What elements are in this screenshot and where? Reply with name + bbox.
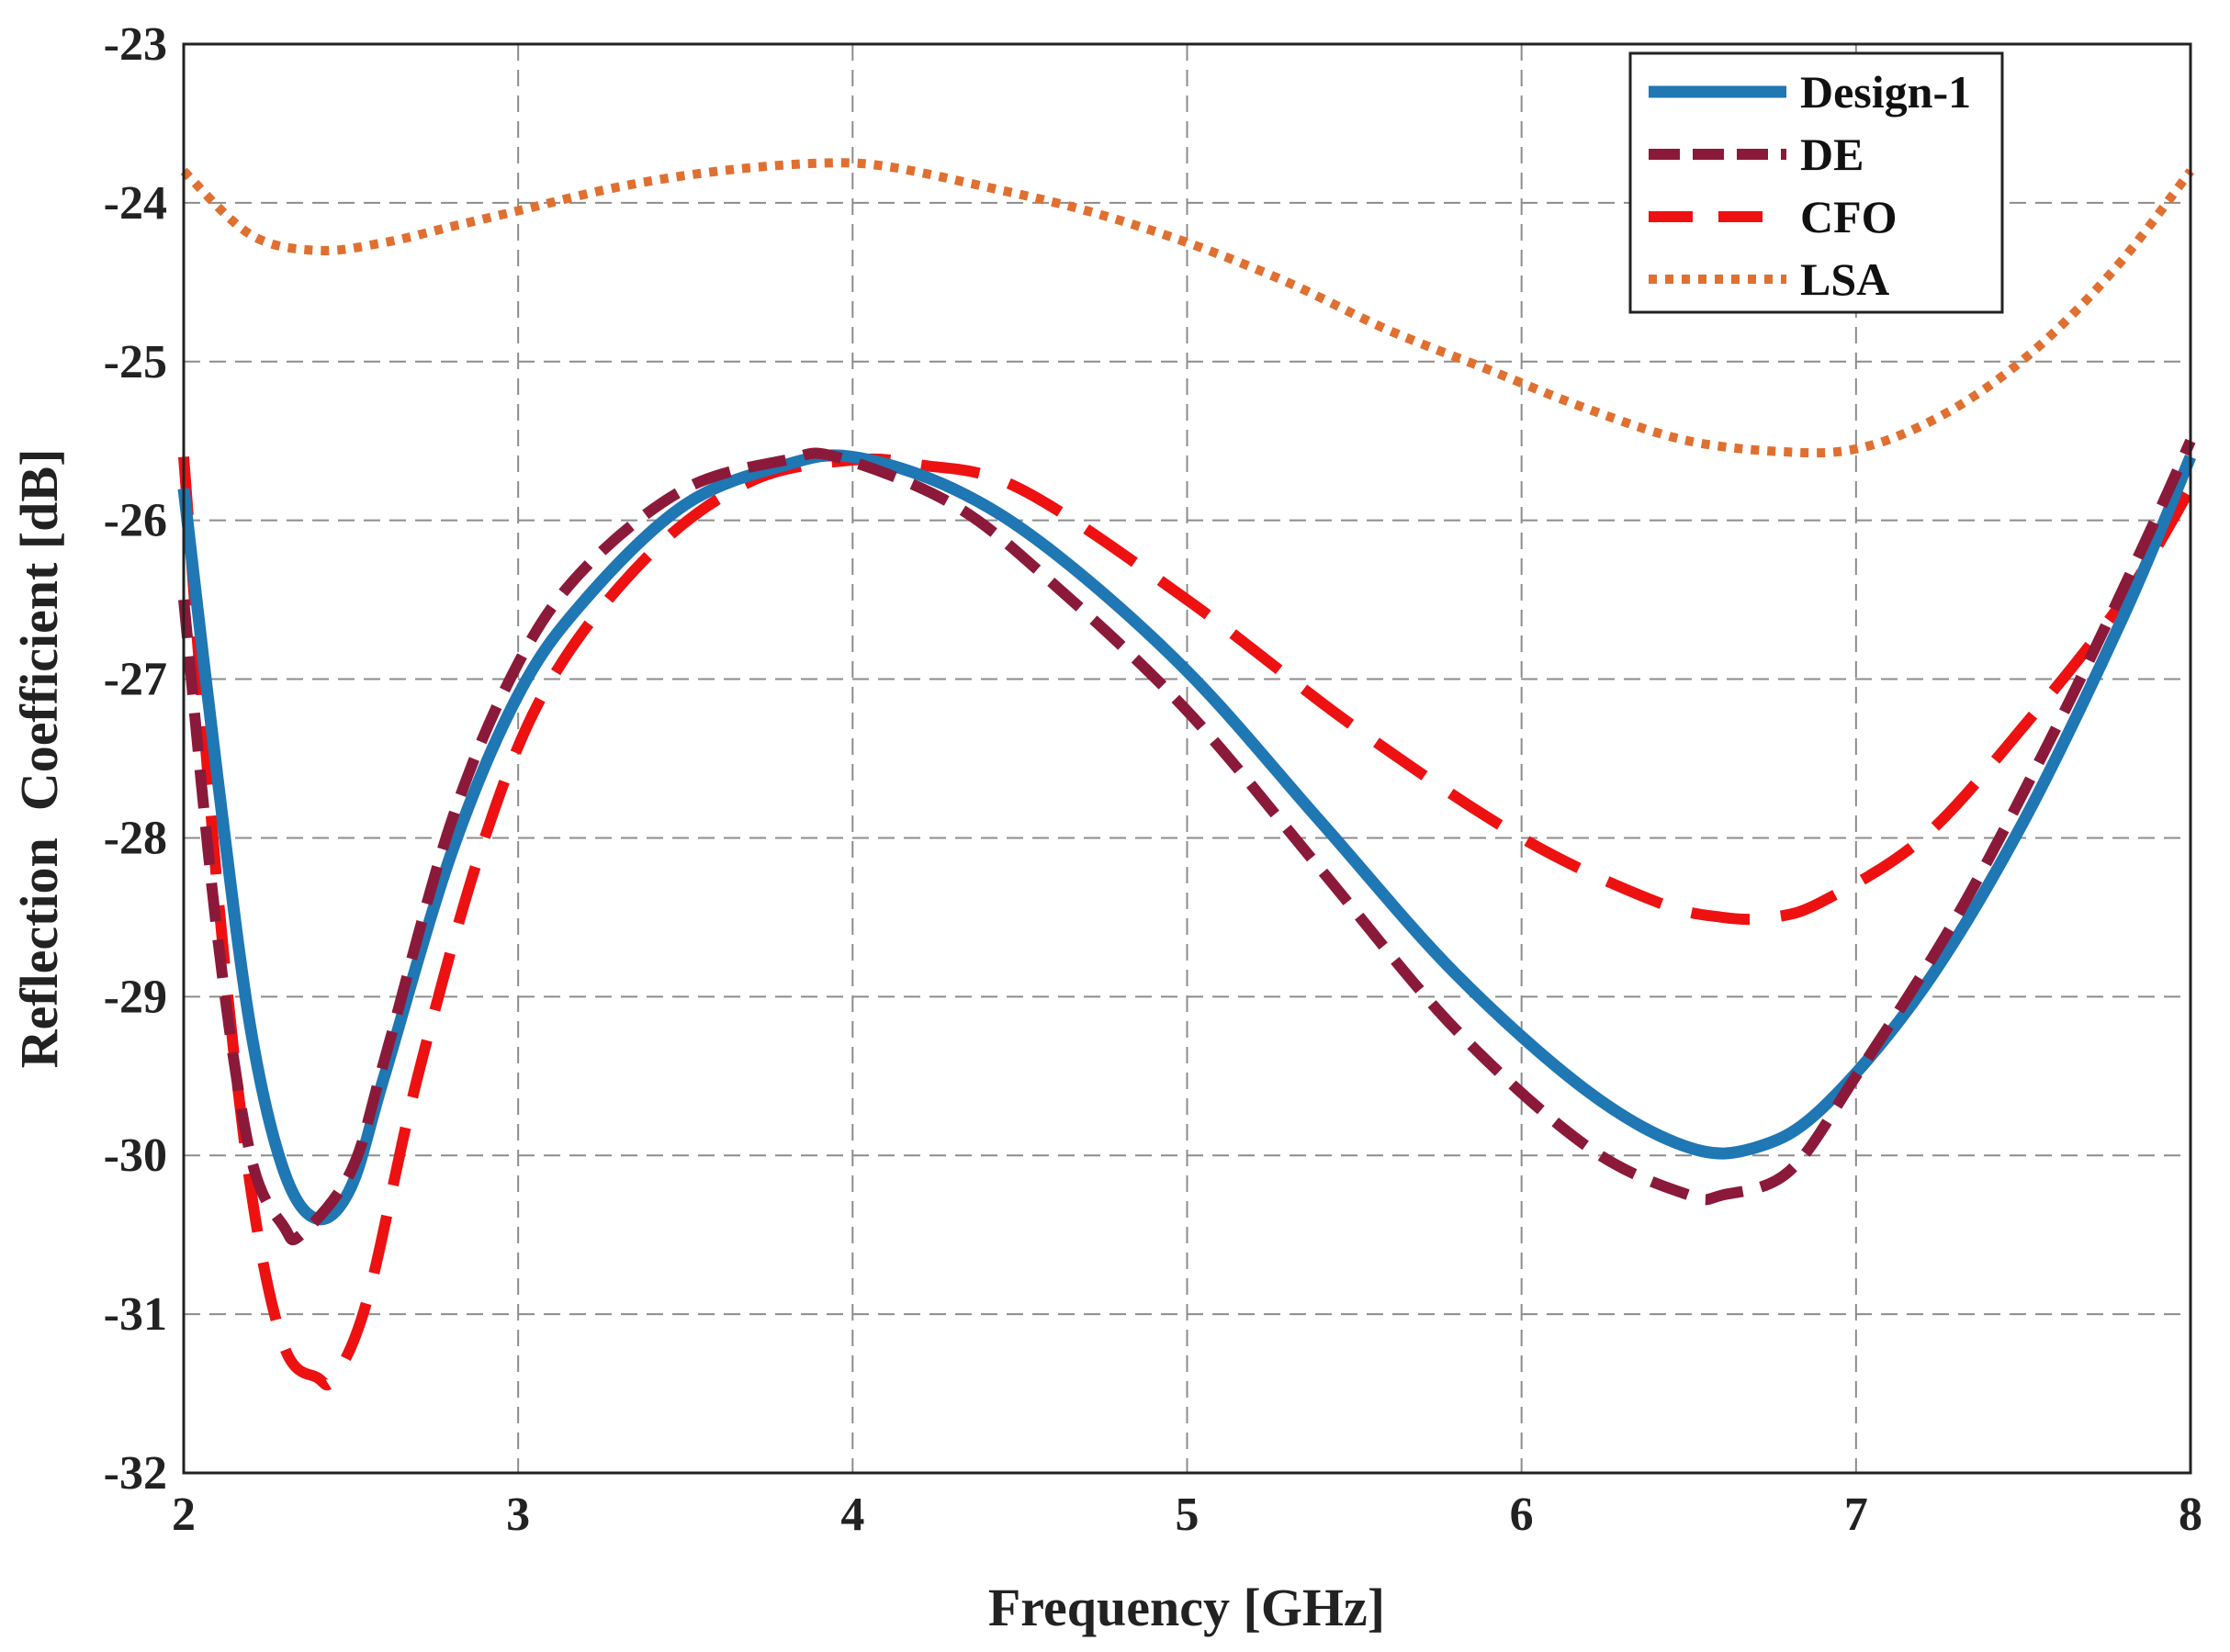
x-tick-labels: 2 3 4 5 6 7 8: [172, 1489, 2202, 1541]
x-tick-label: 6: [1510, 1489, 1534, 1541]
x-tick-label: 8: [2179, 1489, 2202, 1541]
y-tick-label: -29: [104, 971, 167, 1023]
y-tick-labels: -23 -24 -25 -26 -27 -28 -29 -30 -31 -32: [104, 18, 167, 1500]
x-tick-label: 4: [840, 1489, 864, 1541]
x-tick-label: 5: [1176, 1489, 1199, 1541]
series-line-cfo: [178, 453, 2196, 1391]
x-tick-label: 2: [172, 1489, 196, 1541]
legend-label: DE: [1800, 129, 1864, 180]
y-tick-label: -28: [104, 812, 167, 864]
legend-label: CFO: [1800, 191, 1898, 242]
legend: Design-1 DE CFO LSA: [1628, 51, 2004, 314]
y-tick-label: -24: [104, 177, 167, 230]
y-tick-label: -25: [104, 336, 167, 388]
grid-lines: [184, 44, 2191, 1473]
y-tick-label: -30: [104, 1129, 167, 1182]
y-tick-label: -26: [104, 495, 167, 547]
x-axis-title: Frequency [GHz]: [988, 1578, 1385, 1637]
y-tick-label: -31: [104, 1288, 167, 1341]
y-tick-label: -27: [104, 654, 167, 706]
y-tick-label: -32: [104, 1447, 167, 1500]
y-axis-title: Reflection Coefficient [dB]: [9, 449, 69, 1069]
plot-frame: [182, 42, 2192, 1475]
series-line-de: [178, 438, 2196, 1246]
series-line-lsa: [180, 158, 2194, 458]
legend-label: LSA: [1800, 253, 1889, 305]
x-tick-label: 7: [1844, 1489, 1868, 1541]
y-tick-label: -23: [104, 18, 167, 71]
x-tick-label: 3: [506, 1489, 530, 1541]
legend-label: Design-1: [1800, 66, 1971, 118]
series-layer: [177, 158, 2196, 1391]
